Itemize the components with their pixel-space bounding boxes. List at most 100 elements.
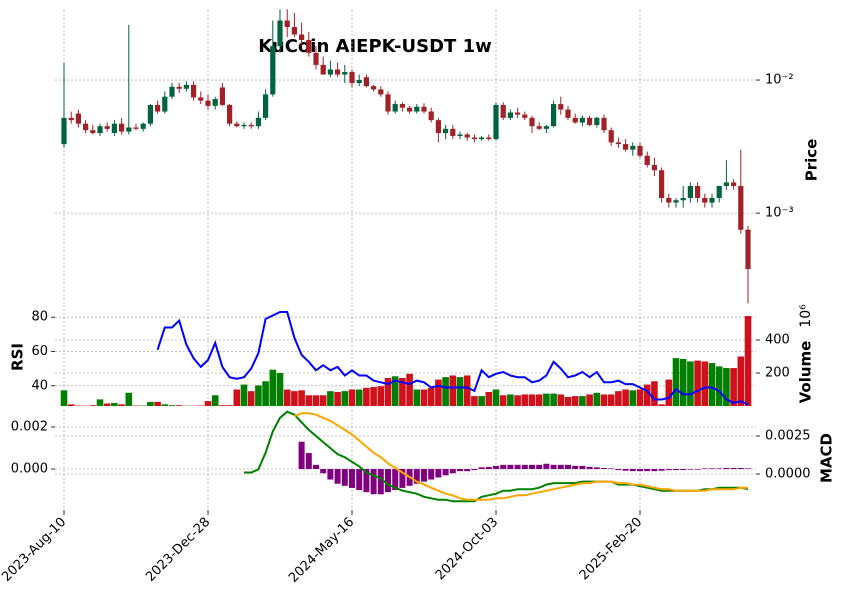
- volume-bar: [521, 394, 529, 406]
- volume-bar: [204, 401, 212, 406]
- macd-histogram-bar: [363, 469, 370, 493]
- volume-bar: [370, 387, 377, 406]
- volume-bar: [154, 401, 161, 406]
- macd-histogram-bar: [413, 469, 420, 484]
- candle-body: [392, 104, 398, 112]
- macd-y2-tick-label: 0.0000: [765, 466, 811, 481]
- macd-histogram-bar: [392, 469, 399, 491]
- candle-body: [493, 104, 499, 140]
- candle-body: [212, 99, 218, 106]
- candle-body: [536, 126, 542, 129]
- macd-histogram-bar: [701, 468, 708, 470]
- volume-bar: [651, 381, 658, 406]
- candle-body: [659, 170, 665, 198]
- volume-bar: [586, 394, 593, 406]
- macd-histogram-bar: [421, 469, 427, 482]
- volume-bar: [550, 393, 557, 406]
- macd-histogram-bar: [305, 453, 312, 470]
- macd-histogram-bar: [485, 466, 492, 470]
- candle-body: [587, 117, 593, 125]
- candle-body: [119, 123, 125, 132]
- volume-bar: [615, 391, 622, 406]
- candle-body: [709, 197, 715, 203]
- macd-histogram-bar: [586, 466, 593, 470]
- candle-body: [385, 94, 391, 112]
- volume-bar: [665, 379, 673, 406]
- candle-body: [61, 117, 67, 145]
- volume-bar: [240, 384, 248, 406]
- macd-histogram-bar: [543, 463, 550, 470]
- candle-body: [673, 200, 679, 203]
- candle-body: [320, 64, 326, 75]
- macd-histogram-bar: [723, 467, 730, 470]
- candle-body: [702, 197, 708, 203]
- candle-body: [464, 134, 470, 138]
- volume-bar: [687, 361, 694, 406]
- candle-body: [363, 77, 369, 87]
- candle-body: [428, 111, 434, 121]
- volume-bar: [420, 389, 428, 406]
- volume-bar: [607, 394, 615, 406]
- volume-bar: [384, 377, 392, 406]
- volume-bar: [564, 396, 572, 406]
- macd-histogram-bar: [500, 464, 507, 470]
- candle-body: [630, 145, 636, 150]
- candle-body: [162, 96, 168, 112]
- candle-body: [457, 134, 463, 136]
- rsi-tick-label: 80: [31, 310, 48, 325]
- candle-body: [133, 127, 139, 129]
- volume-bar: [305, 395, 313, 406]
- volume-bar: [435, 379, 442, 406]
- candle-body: [140, 123, 146, 129]
- candle-body: [219, 87, 225, 105]
- volume-bar: [579, 396, 586, 406]
- volume-bar: [291, 391, 298, 406]
- volume-bar: [507, 394, 514, 406]
- macd-histogram-bar: [651, 469, 658, 472]
- macd-histogram-bar: [565, 464, 571, 470]
- candle-body: [623, 144, 629, 150]
- volume-bar: [478, 396, 485, 406]
- volume-bar: [327, 391, 334, 406]
- volume-bar: [103, 403, 111, 406]
- macd-line: [244, 410, 749, 503]
- volume-tick-label: 400: [765, 332, 790, 347]
- volume-bar: [543, 393, 550, 406]
- candle-body: [479, 137, 485, 140]
- candle-body: [594, 117, 600, 125]
- volume-offset: 10⁶: [798, 304, 814, 328]
- candle-body: [731, 182, 737, 186]
- volume-bar: [643, 384, 651, 406]
- volume-bar: [723, 368, 730, 406]
- volume-bar: [89, 405, 97, 406]
- candle-body: [241, 124, 247, 127]
- volume-bar: [679, 358, 687, 406]
- macd-histogram-bar: [737, 467, 744, 470]
- candle-body: [615, 142, 621, 145]
- macd-histogram-bar: [629, 469, 636, 472]
- candle-body: [227, 104, 233, 124]
- macd-histogram-bar: [637, 469, 643, 472]
- macd-histogram-bar: [730, 467, 737, 470]
- candle-body: [435, 120, 441, 134]
- candle-body: [234, 123, 240, 127]
- macd-histogram-bar: [680, 469, 687, 471]
- volume-bar: [161, 404, 169, 406]
- x-tick-label: 2024-Oct-03: [433, 515, 501, 583]
- candle-body: [579, 117, 585, 123]
- candle-body: [335, 69, 341, 75]
- price-tick-label: 10⁻³: [765, 206, 794, 221]
- candle-body: [723, 182, 729, 186]
- volume-bar: [737, 356, 745, 406]
- volume-bar: [319, 395, 327, 406]
- volume-bar: [449, 375, 457, 406]
- volume-bar: [262, 381, 269, 406]
- macd-histogram-bar: [313, 464, 319, 470]
- volume-bar: [442, 377, 449, 406]
- volume-bar: [715, 366, 723, 406]
- candle-body: [443, 128, 449, 134]
- price-tick-label: 10⁻²: [765, 73, 794, 88]
- candle-body: [75, 113, 81, 124]
- volume-bar: [492, 389, 500, 406]
- volume-bar: [283, 389, 291, 406]
